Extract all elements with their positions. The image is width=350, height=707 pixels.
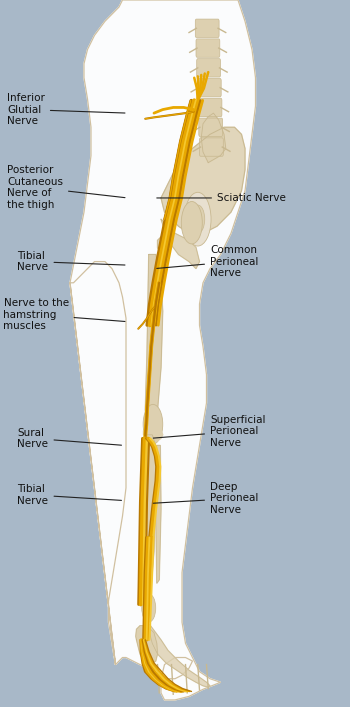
Polygon shape — [144, 435, 156, 594]
FancyBboxPatch shape — [199, 118, 223, 136]
FancyBboxPatch shape — [195, 19, 219, 37]
FancyBboxPatch shape — [197, 59, 220, 77]
Text: Sciatic Nerve: Sciatic Nerve — [157, 193, 286, 203]
Text: Superficial
Perioneal
Nerve: Superficial Perioneal Nerve — [153, 415, 266, 448]
Text: Posterior
Cutaneous
Nerve of
the thigh: Posterior Cutaneous Nerve of the thigh — [7, 165, 125, 210]
Circle shape — [184, 192, 211, 246]
Polygon shape — [161, 127, 245, 233]
Polygon shape — [70, 0, 256, 700]
Text: Inferior
Glutial
Nerve: Inferior Glutial Nerve — [7, 93, 125, 126]
FancyBboxPatch shape — [198, 98, 222, 117]
Polygon shape — [144, 430, 163, 442]
Polygon shape — [147, 622, 210, 687]
Text: Tibial
Nerve: Tibial Nerve — [18, 484, 121, 506]
Polygon shape — [201, 113, 226, 163]
Circle shape — [191, 205, 205, 233]
Polygon shape — [156, 445, 161, 583]
Text: Sural
Nerve: Sural Nerve — [18, 428, 121, 449]
FancyBboxPatch shape — [197, 78, 221, 97]
Polygon shape — [158, 237, 172, 255]
Circle shape — [143, 404, 163, 444]
Polygon shape — [145, 255, 163, 424]
Polygon shape — [161, 219, 199, 269]
FancyBboxPatch shape — [199, 138, 223, 156]
Polygon shape — [136, 626, 158, 665]
Circle shape — [142, 594, 156, 622]
Text: Tibial
Nerve: Tibial Nerve — [18, 251, 125, 272]
Text: Deep
Perioneal
Nerve: Deep Perioneal Nerve — [153, 482, 258, 515]
Circle shape — [181, 201, 202, 244]
FancyBboxPatch shape — [196, 39, 220, 57]
Text: Common
Perioneal
Nerve: Common Perioneal Nerve — [157, 245, 258, 278]
Text: Nerve to the
hamstring
muscles: Nerve to the hamstring muscles — [4, 298, 125, 331]
